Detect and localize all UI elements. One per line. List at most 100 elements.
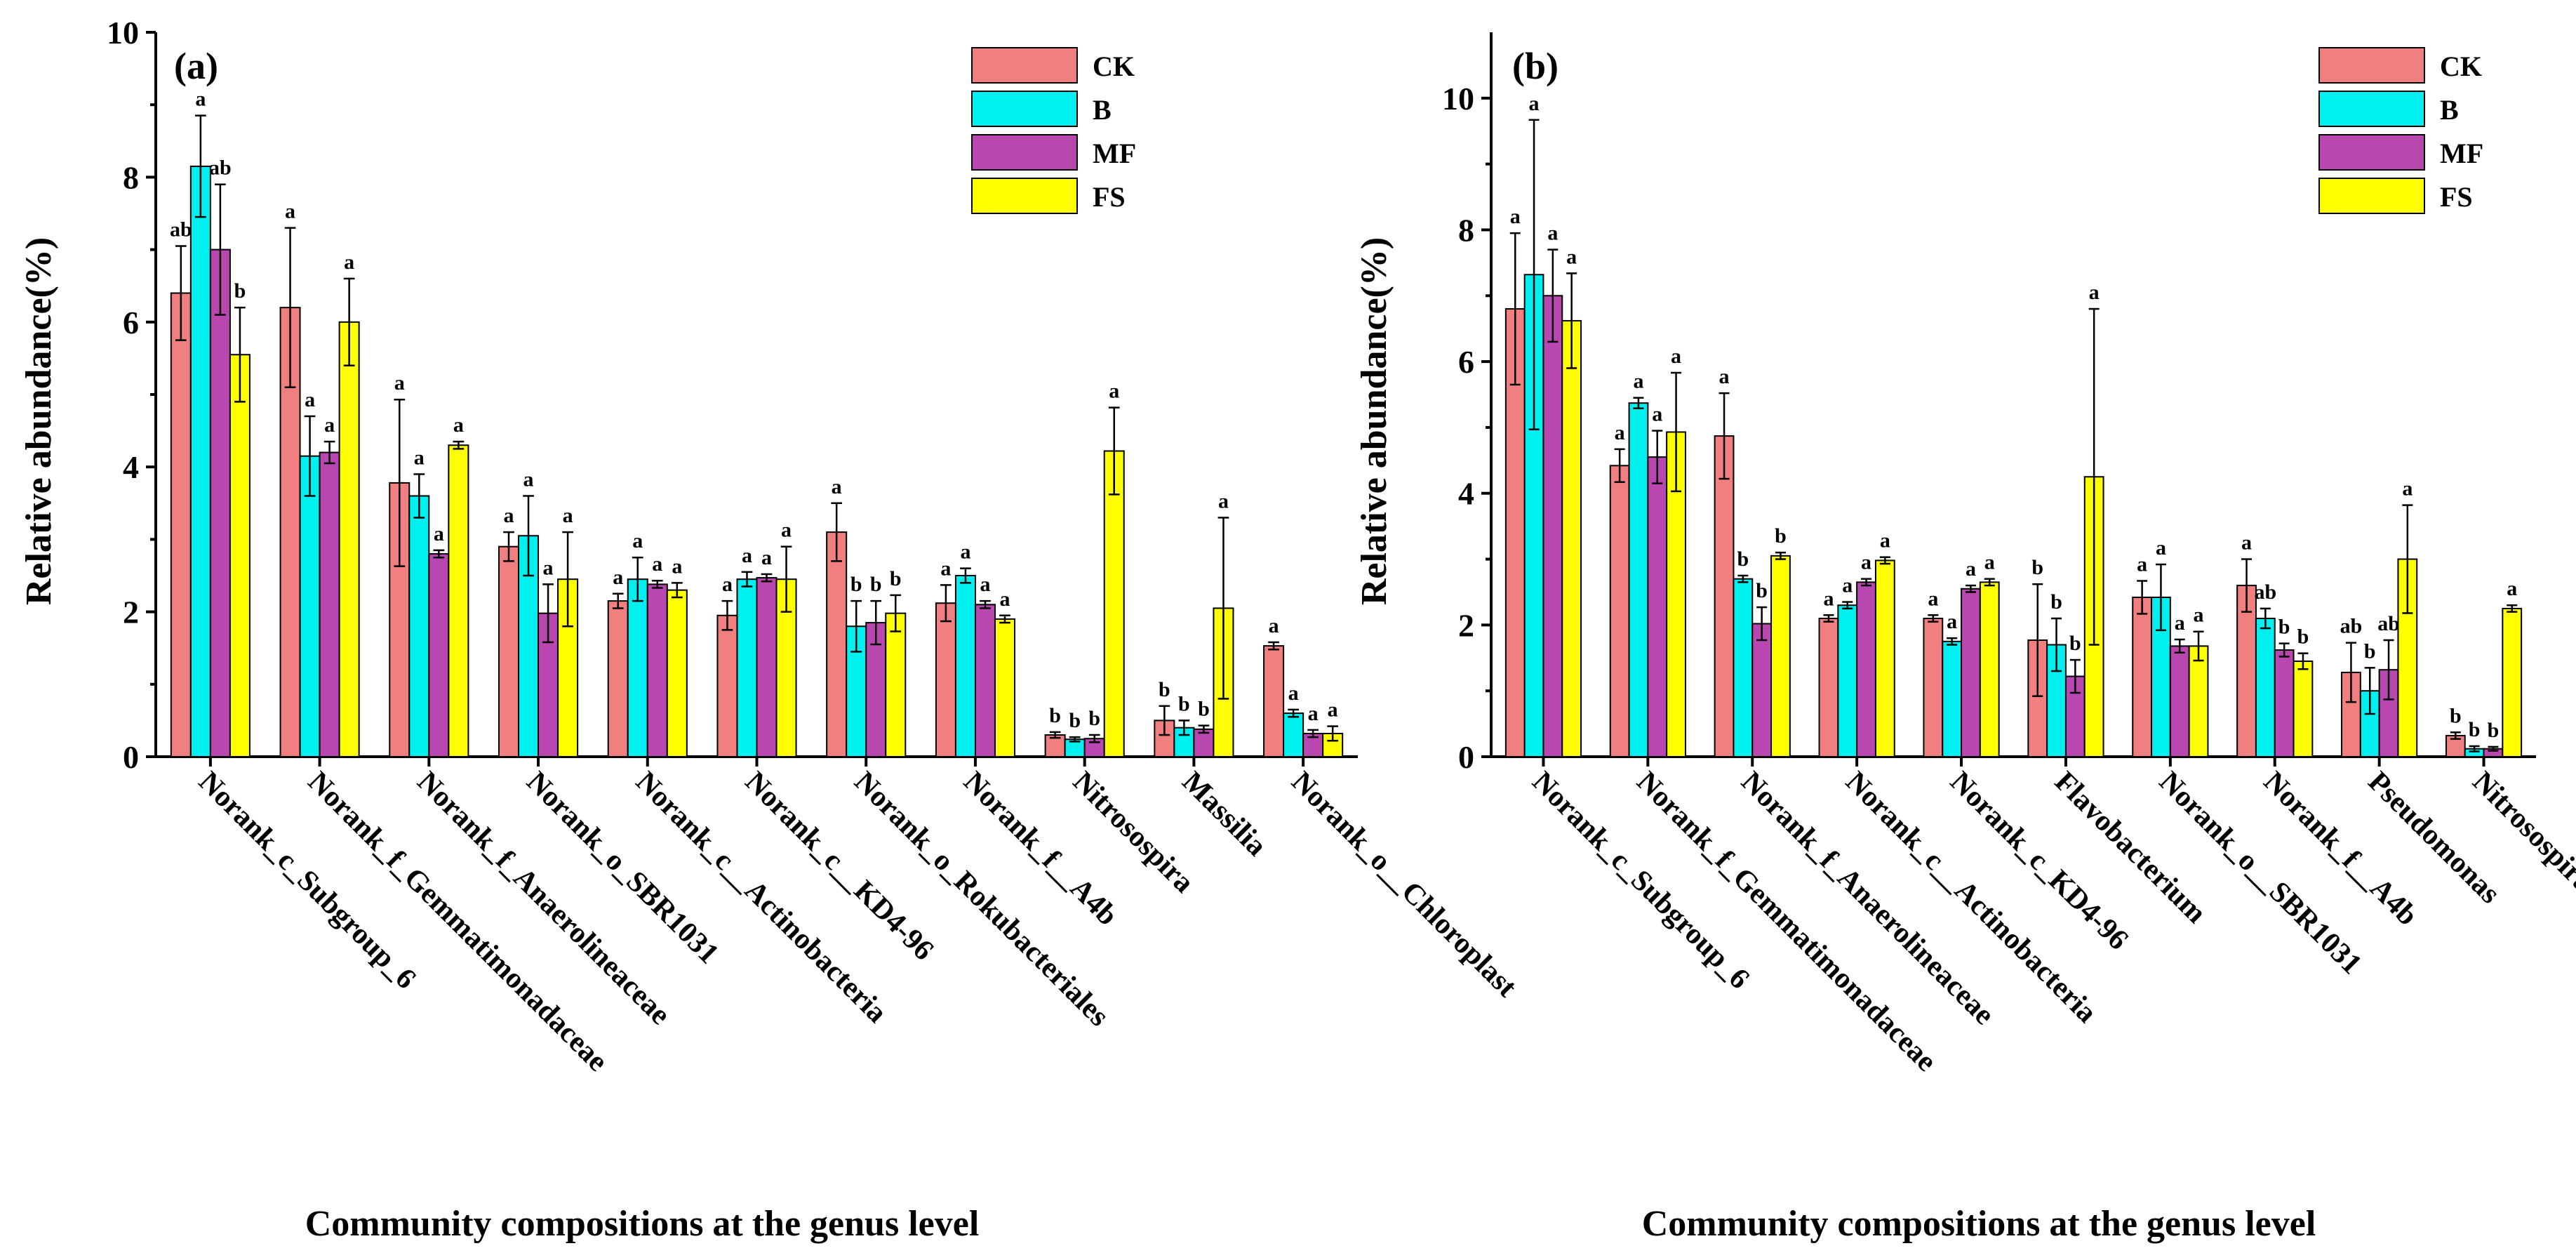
panel-a-legend-swatch-mf — [971, 134, 1078, 171]
panel-b-bar-ck — [1714, 435, 1735, 757]
panel-a-legend-swatch-fs — [971, 178, 1078, 214]
panel-b-legend-label-fs: FS — [2440, 181, 2473, 213]
panel-b-significance-label: a — [1719, 365, 1730, 388]
panel-b-significance-label: b — [2069, 632, 2081, 655]
panel-a-bar-b — [627, 578, 648, 757]
panel-b-significance-label: ab — [2377, 612, 2400, 635]
panel-b-significance-label: a — [2175, 611, 2185, 635]
panel-a-significance-label: a — [761, 546, 772, 569]
panel-a-significance-label: a — [344, 251, 354, 274]
panel-b-legend-label-b: B — [2440, 94, 2459, 126]
panel-a-significance-label: b — [1088, 707, 1100, 730]
panel-b-bar-ck — [2132, 596, 2153, 758]
panel-b-significance-label: a — [1984, 551, 1995, 574]
panel-b-bar-fs — [2502, 607, 2523, 758]
panel-a-bar-mf — [646, 583, 668, 757]
panel-b-significance-label: a — [2402, 477, 2413, 500]
panel-a-category-label: Massilia — [1176, 766, 1273, 863]
panel-b-legend-label-mf: MF — [2440, 138, 2483, 169]
panel-b-y-tick-label: 0 — [1458, 739, 1474, 775]
panel-b-legend-swatch-ck — [2318, 47, 2425, 84]
panel-a-bar-mf — [428, 553, 450, 757]
panel-a-significance-label: a — [672, 555, 682, 578]
panel-b-label: (b) — [1512, 45, 1559, 87]
panel-a-significance-label: a — [1288, 682, 1299, 705]
panel-a-bar-b — [408, 495, 430, 757]
panel-a-y-tick-label: 6 — [123, 305, 139, 340]
panel-b-bar-ck — [1818, 617, 1839, 757]
panel-a-category-label: Norank_o_SBR1031 — [520, 766, 725, 971]
panel-a-bar-ck — [607, 600, 629, 757]
panel-b-bar-mf — [1647, 456, 1668, 757]
panel-a-legend-label-ck: CK — [1093, 51, 1135, 82]
panel-b-y-tick-label: 6 — [1458, 344, 1474, 380]
panel-a-bar-ck — [498, 545, 520, 757]
panel-b-bar-mf — [1751, 623, 1773, 757]
panel-b-significance-label: a — [1510, 205, 1521, 228]
panel-b-significance-label: a — [1615, 421, 1625, 444]
panel-a-significance-label: a — [503, 504, 514, 527]
panel-a-significance-label: b — [870, 573, 882, 596]
panel-a-bar-fs — [229, 354, 251, 757]
panel-a-legend-label-b: B — [1093, 94, 1112, 126]
panel-b-significance-label: b — [2050, 590, 2062, 614]
panel-b-bar-mf — [1961, 588, 1981, 757]
panel-b-legend-label-ck: CK — [2440, 51, 2482, 82]
panel-a-significance-label: a — [523, 467, 534, 491]
panel-a-significance-label: a — [543, 556, 554, 579]
panel-a-bar-mf — [319, 451, 340, 757]
panel-b-significance-label: b — [2488, 719, 2500, 742]
panel-a-significance-label: a — [1328, 698, 1338, 722]
panel-a-significance-label: b — [234, 279, 246, 303]
panel-a-significance-label: a — [324, 413, 335, 437]
panel-a-significance-label: a — [632, 529, 643, 552]
panel-b-bar-ck — [1923, 617, 1944, 757]
panel-a-significance-label: a — [414, 446, 425, 470]
panel-a-significance-label: a — [1218, 489, 1229, 512]
panel-a-bar-b — [299, 455, 321, 757]
panel-b-bar-b — [1628, 402, 1649, 757]
panel-a-significance-label: b — [1198, 698, 1210, 721]
panel-a-y-tick-label: 0 — [123, 739, 139, 775]
panel-a-bar-fs — [666, 589, 688, 758]
panel-a-ylabel: Relative abundance(%) — [19, 237, 59, 605]
panel-a-bar-mf — [209, 248, 231, 758]
panel-a-significance-label: a — [742, 544, 752, 567]
panel-a-bar-ck — [826, 531, 848, 758]
panel-b-ylabel: Relative abundance(%) — [1354, 237, 1394, 605]
panel-b-category-label: Norank_c_Subgroup_6 — [1526, 766, 1756, 995]
panel-b-y-tick-label: 2 — [1458, 607, 1474, 643]
panel-b-significance-label: a — [1880, 529, 1890, 552]
panel-a-significance-label: b — [1178, 692, 1190, 715]
panel-a-significance-label: a — [980, 573, 990, 596]
panel-b-bar-mf — [2169, 645, 2190, 757]
panel-a-bar-b — [736, 578, 758, 757]
panel-b-significance-label: b — [2469, 718, 2481, 741]
panel-a-category-label: Norank_c_Subgroup_6 — [192, 766, 422, 995]
panel-a-bar-ck — [170, 292, 192, 757]
panel-b-bar-fs — [2188, 645, 2209, 757]
panel-a-bar-b — [1283, 712, 1304, 758]
panel-a-chart: Relative abundance(%) Community composit… — [19, 15, 1523, 1244]
panel-b-y-tick-label: 8 — [1458, 212, 1474, 248]
panel-b-bar-mf — [1542, 295, 1563, 758]
panel-a-bar-fs — [994, 618, 1016, 757]
panel-a-significance-label: a — [832, 475, 842, 498]
panel-a-significance-label: a — [453, 413, 464, 437]
panel-a-legend-swatch-ck — [971, 47, 1078, 84]
panel-a-xlabel: Community compositions at the genus leve… — [305, 1204, 980, 1244]
panel-a-bar-fs — [448, 444, 469, 757]
panel-a-bar-ck — [716, 614, 738, 758]
panel-b-significance-label: a — [2241, 531, 2252, 555]
panel-a-significance-label: a — [563, 504, 573, 527]
panel-a-y-tick-label: 8 — [123, 159, 139, 195]
panel-b-xlabel: Community compositions at the genus leve… — [1642, 1204, 2316, 1244]
panel-a-significance-label: ab — [170, 218, 192, 241]
panel-a-significance-label: ab — [209, 157, 232, 180]
panel-b-significance-label: a — [1947, 610, 1957, 633]
panel-b-bar-ck — [2445, 734, 2466, 757]
panel-b-significance-label: b — [2450, 704, 2462, 727]
panel-b-significance-label: ab — [2340, 615, 2363, 638]
panel-b-legend-swatch-mf — [2318, 134, 2425, 171]
panel-a-significance-label: a — [722, 573, 733, 596]
